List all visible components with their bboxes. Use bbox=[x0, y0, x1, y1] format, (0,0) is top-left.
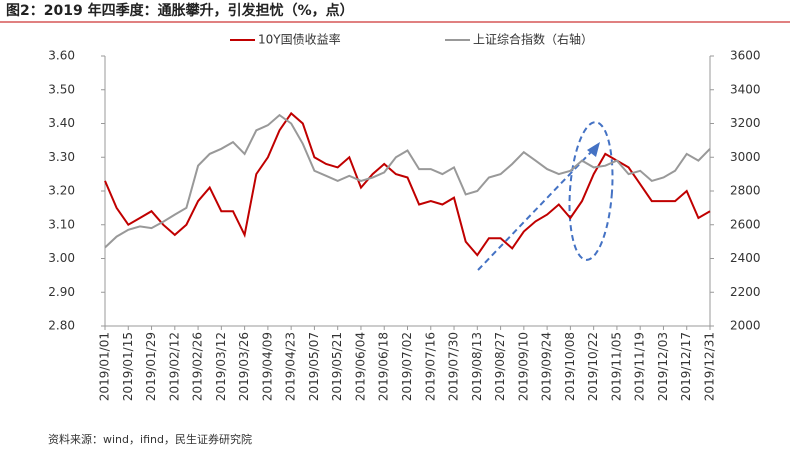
y-tick-label: 3.20 bbox=[48, 184, 75, 198]
x-tick-label: 2019/04/23 bbox=[284, 332, 298, 401]
y2-tick-label: 2400 bbox=[730, 251, 761, 265]
x-tick-label: 2019/03/12 bbox=[214, 332, 228, 401]
x-tick-label: 2019/04/09 bbox=[260, 332, 274, 401]
x-tick-label: 2019/01/15 bbox=[121, 332, 135, 401]
x-tick-label: 2019/07/16 bbox=[423, 332, 437, 401]
y-tick-label: 3.40 bbox=[48, 116, 75, 130]
y-tick-label: 3.10 bbox=[48, 217, 75, 231]
x-tick-label: 2019/05/21 bbox=[330, 332, 344, 401]
y2-tick-label: 3600 bbox=[730, 49, 761, 63]
series-line bbox=[104, 111, 711, 257]
x-tick-label: 2019/08/13 bbox=[470, 332, 484, 401]
x-tick-label: 2019/02/26 bbox=[191, 332, 205, 401]
x-tick-label: 2019/09/10 bbox=[516, 332, 530, 401]
y-tick-label: 3.60 bbox=[48, 49, 75, 63]
x-tick-label: 2019/01/01 bbox=[98, 332, 112, 401]
y2-tick-label: 3400 bbox=[730, 82, 761, 96]
y-tick-label: 3.50 bbox=[48, 82, 75, 96]
y2-tick-label: 3200 bbox=[730, 116, 761, 130]
x-tick-label: 2019/12/17 bbox=[679, 332, 693, 401]
y2-tick-label: 2800 bbox=[730, 184, 761, 198]
y2-tick-label: 3000 bbox=[730, 150, 761, 164]
y-tick-label: 3.00 bbox=[48, 251, 75, 265]
x-tick-label: 2019/11/19 bbox=[633, 332, 647, 401]
y2-tick-label: 2600 bbox=[730, 217, 761, 231]
x-tick-label: 2019/06/18 bbox=[377, 332, 391, 401]
y-tick-label: 3.30 bbox=[48, 150, 75, 164]
x-tick-label: 2019/07/02 bbox=[400, 332, 414, 401]
y2-tick-label: 2200 bbox=[730, 285, 761, 299]
x-tick-label: 2019/10/08 bbox=[563, 332, 577, 401]
arrow-head bbox=[587, 142, 600, 157]
source: 资料来源：wind，ifind，民生证券研究院 bbox=[48, 432, 252, 446]
x-tick-label: 2019/06/04 bbox=[353, 332, 367, 401]
series-line bbox=[104, 113, 711, 249]
x-tick-label: 2019/12/31 bbox=[703, 332, 717, 401]
trend-arrow bbox=[477, 149, 594, 271]
x-tick-label: 2019/01/29 bbox=[144, 332, 158, 401]
x-tick-label: 2019/10/22 bbox=[586, 332, 600, 401]
highlight-ellipse bbox=[568, 121, 614, 261]
legend-label: 10Y国债收益率 bbox=[258, 32, 341, 47]
y2-tick-label: 2000 bbox=[730, 319, 761, 333]
x-tick-label: 2019/03/26 bbox=[237, 332, 251, 401]
chart-title: 图2：2019 年四季度：通胀攀升，引发担忧（%，点） bbox=[6, 2, 354, 19]
y-tick-label: 2.80 bbox=[48, 319, 75, 333]
x-tick-label: 2019/05/07 bbox=[307, 332, 321, 401]
x-tick-label: 2019/11/05 bbox=[609, 332, 623, 401]
x-tick-label: 2019/02/12 bbox=[167, 332, 181, 401]
x-tick-label: 2019/07/30 bbox=[447, 332, 461, 401]
x-tick-label: 2019/08/27 bbox=[493, 332, 507, 401]
legend-label: 上证综合指数（右轴） bbox=[473, 32, 593, 47]
annotation bbox=[477, 121, 614, 271]
x-tick-label: 2019/09/24 bbox=[540, 332, 554, 401]
y-tick-label: 2.90 bbox=[48, 285, 75, 299]
x-tick-label: 2019/12/03 bbox=[656, 332, 670, 401]
